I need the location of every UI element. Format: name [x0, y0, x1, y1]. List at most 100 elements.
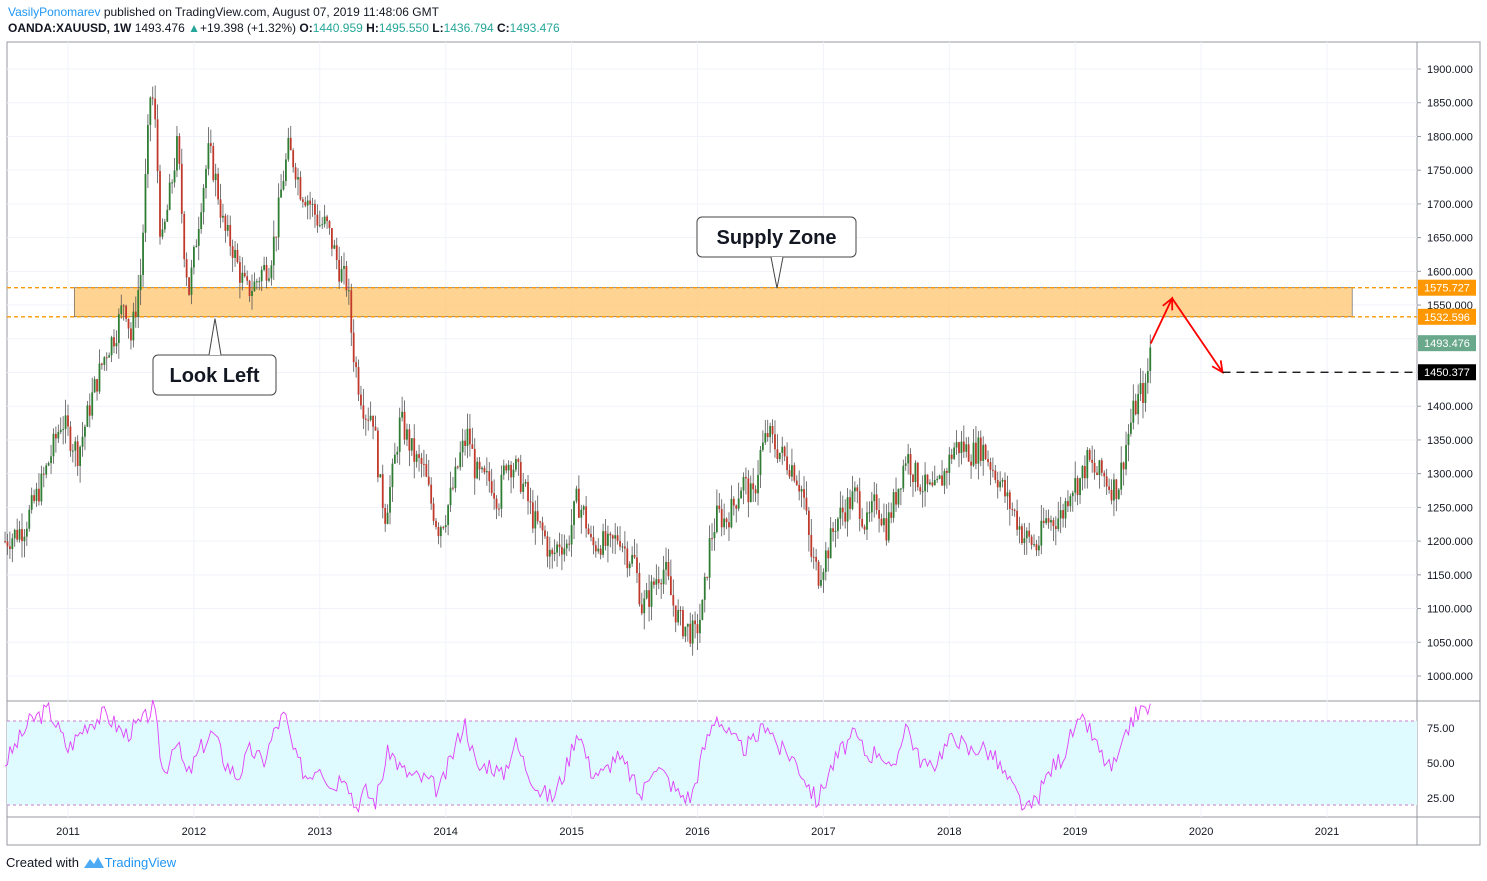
candle-body [372, 415, 374, 427]
candle-body [921, 491, 924, 493]
candle-body [1057, 518, 1060, 529]
candle-body [403, 411, 406, 440]
candle-body [222, 215, 224, 218]
look-left-callout[interactable]: Look Left [152, 318, 277, 396]
candle-body [897, 488, 900, 505]
candle-body [268, 278, 270, 281]
candle-body [929, 482, 931, 485]
candle-body [529, 501, 532, 503]
candle-body [619, 540, 621, 547]
candle-body [1011, 508, 1014, 510]
candle-body [277, 197, 280, 238]
y-tick-label: 1750.000 [1427, 165, 1473, 177]
zone-top-price-label-bg [1418, 279, 1476, 296]
candle-body [1110, 489, 1113, 501]
candle-body [418, 454, 420, 458]
candle-body [369, 415, 372, 420]
candle-body [1125, 445, 1127, 470]
candle-body [360, 394, 362, 406]
candle-body [466, 428, 469, 446]
candle-body [846, 497, 849, 522]
candle-body [331, 228, 333, 249]
candle-body [350, 290, 353, 333]
candle-body [309, 200, 312, 205]
candle-body [805, 497, 808, 511]
candle-body [193, 247, 195, 268]
candle-body [25, 528, 28, 537]
candle-body [176, 136, 178, 171]
candle-body [996, 480, 999, 488]
candle-body [4, 541, 6, 543]
candle-body [682, 610, 684, 637]
candle-body [752, 483, 755, 490]
candle-body [485, 471, 488, 473]
candle-body [476, 461, 479, 479]
high-label: H: [366, 21, 379, 35]
candle-body [125, 305, 128, 319]
candle-body [1050, 520, 1052, 523]
y-tick-label: 1700.000 [1427, 199, 1473, 211]
candle-body [822, 571, 825, 580]
author-link[interactable]: VasilyPonomarev [8, 5, 101, 19]
candle-body [754, 489, 757, 494]
candle-body [936, 478, 939, 481]
candle-body [544, 530, 546, 537]
candle-body [844, 512, 847, 522]
candle-body [856, 487, 859, 492]
candle-body [1006, 492, 1009, 497]
tradingview-brand-link[interactable]: TradingView [104, 855, 177, 870]
candle-body [495, 498, 498, 509]
x-tick-label: 2018 [937, 826, 961, 838]
candle-body [1100, 460, 1103, 473]
candle-body [352, 332, 355, 363]
supply-zone-callout[interactable]: Supply Zone [696, 216, 857, 289]
candle-body [960, 441, 963, 454]
candle-body [255, 281, 258, 283]
candle-body [590, 533, 592, 538]
candle-body [217, 173, 220, 200]
candle-body [115, 343, 118, 347]
candle-body [35, 488, 38, 501]
candle-body [272, 236, 275, 266]
candle-body [715, 505, 718, 532]
candle-body [81, 436, 84, 447]
candle-body [195, 245, 198, 248]
candle-body [858, 491, 861, 519]
candle-body [522, 483, 525, 492]
look-left-callout-text: Look Left [170, 365, 260, 387]
candle-body [653, 581, 655, 585]
candle-body [50, 456, 52, 464]
candle-body [45, 465, 48, 475]
candle-body [737, 498, 740, 509]
candle-body [660, 583, 663, 585]
symbol-label: OANDA:XAUUSD, 1W [8, 21, 132, 35]
candle-body [62, 429, 65, 431]
candle-body [321, 224, 324, 226]
candle-body [616, 535, 619, 541]
candle-body [1076, 478, 1079, 495]
candle-body [677, 610, 680, 623]
y-tick-label: 1000.000 [1427, 671, 1473, 683]
candle-body [1093, 462, 1096, 473]
supply-zone-box[interactable] [73, 287, 1353, 318]
candle-body [493, 493, 496, 499]
candle-body [967, 444, 970, 462]
candle-body [265, 265, 268, 281]
candle-body [224, 215, 227, 231]
y-tick-label: 1400.000 [1427, 401, 1473, 413]
candle-body [343, 266, 345, 269]
candle-body [154, 98, 157, 120]
y-tick-label: 1900.000 [1427, 64, 1473, 76]
candle-body [781, 446, 784, 453]
candle-body [442, 527, 445, 529]
candle-body [18, 529, 21, 540]
candle-body [469, 428, 471, 445]
candle-body [287, 137, 290, 160]
candle-body [534, 511, 537, 529]
candle-body [655, 579, 658, 585]
candle-body [931, 482, 934, 486]
candle-body [478, 461, 481, 470]
candle-body [47, 463, 50, 466]
candle-body [367, 419, 370, 421]
